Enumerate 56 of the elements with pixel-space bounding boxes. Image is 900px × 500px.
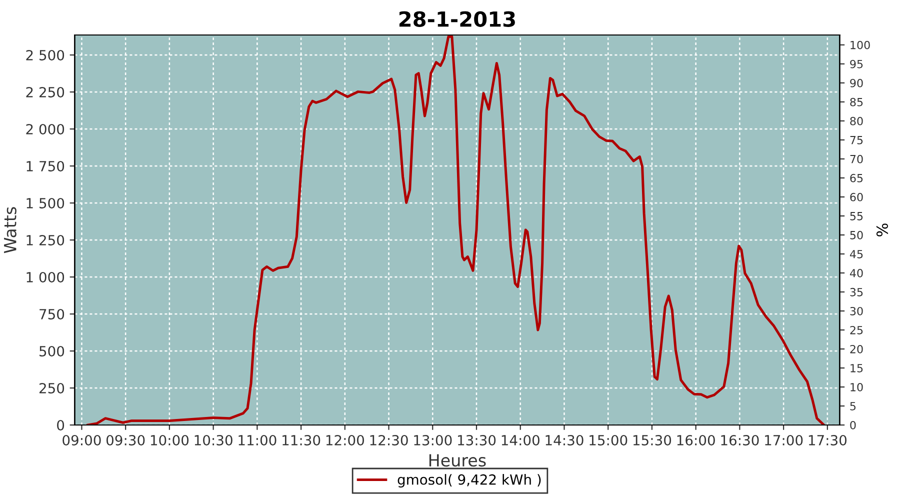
x-axis-title: Heures <box>429 454 486 467</box>
x-tick-label: 16:00 <box>677 434 715 446</box>
y-tick-label: 250 <box>39 382 64 394</box>
y2-tick-label: 20 <box>850 344 863 354</box>
y2-tick-label: 10 <box>850 382 863 392</box>
x-tick-label: 11:00 <box>238 434 276 446</box>
y-axis-title: Watts <box>4 207 16 254</box>
y-tick-label: 500 <box>40 346 64 356</box>
y2-tick-label: 5 <box>850 402 856 410</box>
line-series <box>86 35 826 425</box>
y-tick-label: 2 500 <box>26 50 64 60</box>
y-tick-label: 1 750 <box>26 160 64 172</box>
y2-tick-label: 65 <box>850 174 863 182</box>
x-tick-label: 14:00 <box>502 434 540 446</box>
y2-tick-label: 45 <box>850 250 863 258</box>
x-tick-label: 14:30 <box>546 434 584 446</box>
y2-tick-label: 70 <box>850 154 863 164</box>
y2-tick-label: 30 <box>850 306 863 316</box>
x-tick-label: 10:00 <box>150 434 189 446</box>
y2-tick-label: 55 <box>850 212 863 220</box>
y2-tick-label: 75 <box>850 136 863 144</box>
y2-tick-label: 80 <box>850 116 863 126</box>
y2-tick-label: 85 <box>850 98 863 106</box>
y-tick-label: 1 500 <box>26 198 64 208</box>
chart-title: 28-1-2013 <box>399 11 515 27</box>
y2-tick-label: 95 <box>850 60 863 68</box>
y-tick-label: 1 000 <box>26 272 64 282</box>
y2-tick-label: 25 <box>850 326 863 334</box>
y-tick-label: 1 250 <box>26 234 64 246</box>
x-tick-label: 10:30 <box>194 434 232 446</box>
y-tick-label: 2 000 <box>26 124 64 134</box>
x-tick-label: 12:00 <box>326 434 364 446</box>
y2-tick-label: 0 <box>850 420 856 430</box>
x-tick-label: 12:30 <box>370 434 408 446</box>
legend-label: gmosol( 9,422 kWh ) <box>398 474 541 488</box>
y2-tick-label: 60 <box>850 192 863 202</box>
y2-tick-label: 35 <box>850 288 863 296</box>
x-tick-label: 17:00 <box>765 434 803 446</box>
x-tick-label: 15:00 <box>590 434 628 446</box>
y2-tick-label: 100 <box>850 40 870 50</box>
y-tick-label: 750 <box>40 308 64 320</box>
x-tick-label: 17:30 <box>808 434 847 446</box>
x-tick-label: 09:30 <box>106 434 145 446</box>
x-tick-label: 09:00 <box>62 434 101 446</box>
y2-tick-label: 50 <box>850 230 863 240</box>
x-tick-label: 16:30 <box>721 434 759 446</box>
y2-tick-label: 40 <box>850 268 863 278</box>
y-tick-label: 0 <box>57 420 64 430</box>
y2-tick-label: 15 <box>850 364 863 372</box>
x-tick-label: 13:30 <box>458 434 496 446</box>
y2-axis-title: % <box>876 224 888 236</box>
x-tick-label: 11:30 <box>282 434 320 446</box>
x-tick-label: 13:00 <box>414 434 452 446</box>
y-tick-label: 2 250 <box>26 86 64 98</box>
x-tick-label: 15:30 <box>633 434 672 446</box>
y2-tick-label: 90 <box>850 78 863 88</box>
